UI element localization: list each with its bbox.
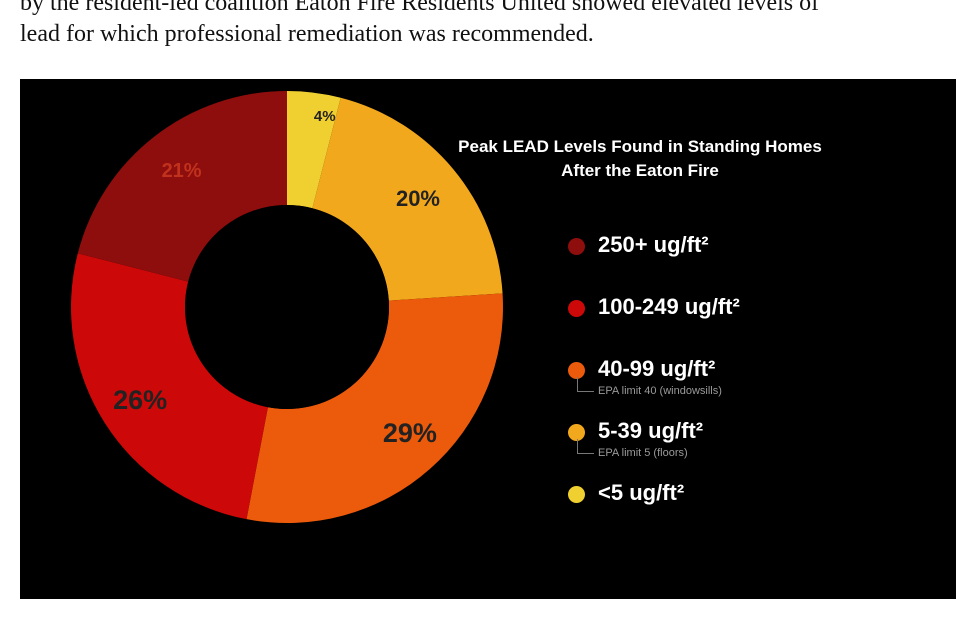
donut-slice (287, 91, 341, 209)
slice-value-label: 26% (113, 385, 167, 415)
donut-slice (246, 293, 503, 523)
legend-item-100-249: 100-249 ug/ft² (565, 293, 925, 355)
donut-hole (185, 205, 389, 409)
legend-label-100-249: 100-249 ug/ft² (598, 294, 740, 319)
slice-value-label: 20% (396, 186, 440, 211)
legend-item-5-39: 5-39 ug/ft² EPA limit 5 (floors) (565, 417, 925, 479)
chart-panel: 4% 20% 29% 26% 21% Peak LEAD Levels Found in… (20, 79, 956, 599)
legend-label-5-39: 5-39 ug/ft² (598, 418, 704, 443)
donut-slice (312, 97, 503, 301)
chart-title: Peak LEAD Levels Found in Standing Homes… (440, 135, 840, 183)
legend-label-40-99: 40-99 ug/ft² (598, 356, 716, 381)
legend-note-epa-windowsills: EPA limit 40 (windowsills) (577, 377, 722, 397)
legend-label-250-plus: 250+ ug/ft² (598, 232, 709, 257)
legend-swatch-5-39 (568, 424, 585, 441)
slice-value-label: 4% (314, 108, 336, 125)
slice-value-label: 29% (383, 418, 437, 448)
article-line-1: by the resident-led coalition Eaton Fire… (20, 0, 820, 16)
article-line-2: lead for which professional remediation … (20, 21, 594, 47)
donut-slice (77, 91, 287, 282)
legend-swatch-100-249 (568, 300, 585, 317)
article-text: by the resident-led coalition Eaton Fire… (20, 0, 970, 50)
legend-swatch-under-5 (568, 486, 585, 503)
slice-value-label: 21% (162, 160, 202, 182)
chart-title-line-2: After the Eaton Fire (561, 161, 719, 180)
legend-item-under-5: <5 ug/ft² (565, 479, 925, 541)
legend-swatch-40-99 (568, 362, 585, 379)
chart-legend: 250+ ug/ft² 100-249 ug/ft² 40-99 ug/ft² … (565, 231, 925, 541)
legend-note-epa-floors: EPA limit 5 (floors) (577, 439, 688, 459)
legend-label-under-5: <5 ug/ft² (598, 480, 685, 505)
chart-title-line-1: Peak LEAD Levels Found in Standing Homes (458, 137, 822, 156)
donut-chart: 4% 20% 29% 26% 21% (71, 91, 503, 523)
legend-item-250-plus: 250+ ug/ft² (565, 231, 925, 293)
legend-swatch-250-plus (568, 238, 585, 255)
legend-item-40-99: 40-99 ug/ft² EPA limit 40 (windowsills) (565, 355, 925, 417)
donut-slice (71, 253, 268, 520)
